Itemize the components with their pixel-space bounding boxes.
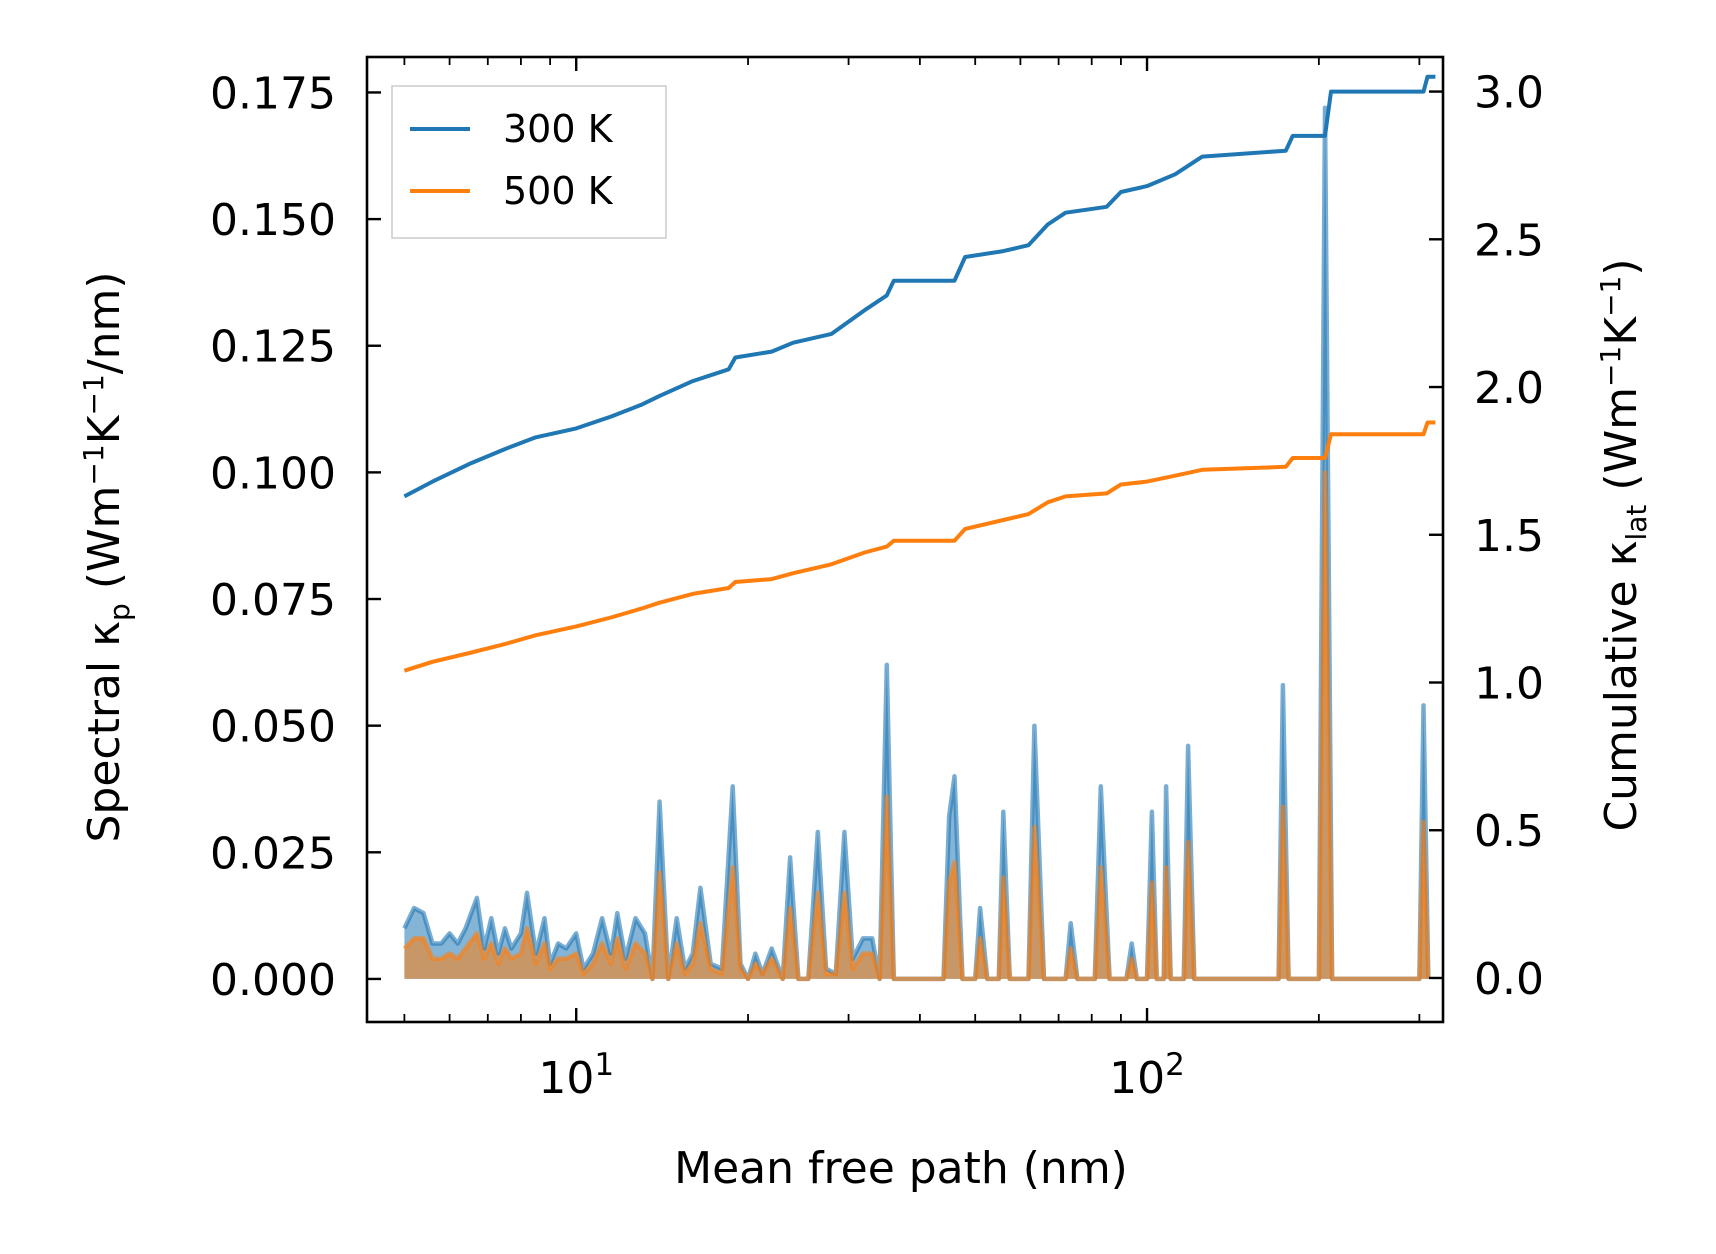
y-left-tick-label: 0.025 [210,828,336,879]
y-axis-label-right: Cumulative κlat (Wm−1K−1) [1594,258,1653,831]
spectral-line-500k [402,470,1431,982]
cumulative-line-500k [403,420,1436,673]
legend-box [391,85,667,239]
legend-label-500k: 500 K [503,169,614,213]
y-left-tick-label: 0.050 [210,702,336,753]
y-left-tick-label: 0.075 [210,575,336,626]
y-left-tick-label: 0.125 [210,322,336,373]
x-tick-label: 101 [538,1047,614,1104]
plot-frame [365,55,1445,1024]
legend: 300 K 500 K [391,85,667,239]
y-right-tick-label: 0.5 [1474,806,1544,857]
y-right-tick-label: 3.0 [1474,68,1544,119]
y-left-tick-label: 0.000 [210,955,336,1006]
y-left-tick-label: 0.150 [210,195,336,246]
y-right-tick-label: 1.0 [1474,659,1544,710]
spectral-area-500k [404,472,1429,979]
y-axis-label-left: Spectral κp (Wm−1K−1/nm) [77,271,136,842]
x-tick-label: 102 [1109,1047,1185,1104]
legend-label-300k: 300 K [503,107,614,151]
tick-layer: 101 102 0.000 0.025 0.050 0.075 0.100 0.125 0.15… [210,57,1544,1104]
cumulative-line-300k [403,74,1436,499]
cumulative-layer [403,74,1436,673]
y-right-tick-label: 2.0 [1474,363,1544,414]
y-left-tick-label: 0.100 [210,448,336,499]
spectral-line-300k [402,105,1431,982]
x-axis-label: Mean free path (nm) [674,1143,1128,1194]
y-right-tick-label: 0.0 [1474,954,1544,1005]
y-right-tick-label: 1.5 [1474,511,1544,562]
spectral-layer [402,105,1431,982]
y-left-tick-label: 0.175 [210,68,336,119]
y-right-tick-label: 2.5 [1474,215,1544,266]
